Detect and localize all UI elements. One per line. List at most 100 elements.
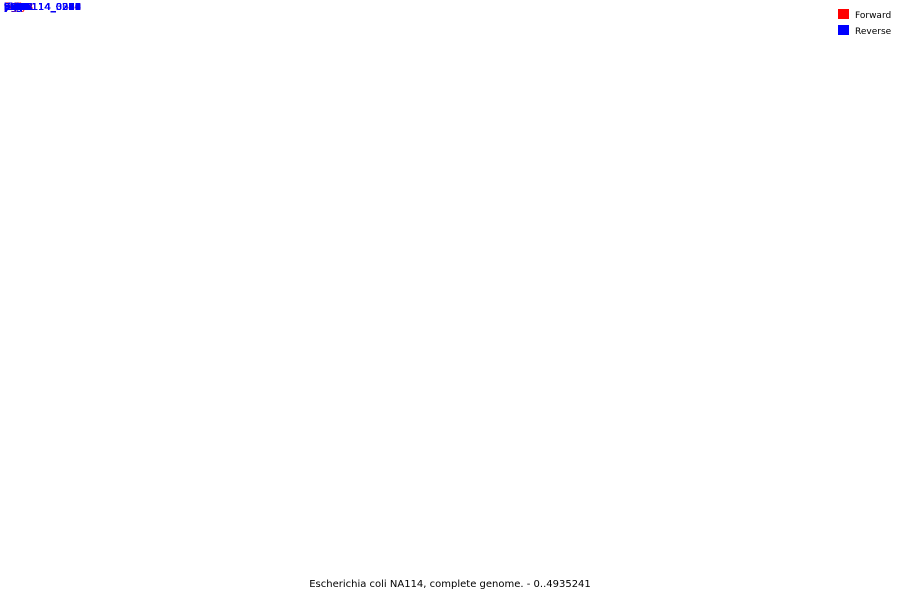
gene-label-ykga: ykgA [4, 2, 29, 13]
gene-label-prpc: prpC [4, 2, 28, 13]
gene-label-prpb: prpB [4, 2, 28, 13]
gene-label-ecna114-0272: ECNA114_0272 [4, 2, 81, 13]
gene-label-ecna114-0313: ECNA114_0313 [4, 2, 81, 13]
gene-label-yaho: yahO [4, 2, 30, 13]
gene-label-mhpb: mhpB [4, 2, 33, 13]
gene-label-proa: proA [4, 2, 27, 13]
gene-label-ykge: ykgE [4, 2, 28, 13]
gene-label-beta: betA [4, 2, 27, 13]
gene-label-ecna114-0265: ECNA114_0265 [4, 2, 81, 13]
gene-label-frsa: frsA [4, 2, 24, 13]
gene-label-ecna114-0240: ECNA114_0240 [4, 2, 81, 13]
gene-label-ecna114-0226: ECNA114_0226 [4, 2, 81, 13]
legend-forward-label: Forward [855, 11, 891, 21]
gene-label-ecna114-0312: ECNA114_0312 [4, 2, 81, 13]
gene-label-yaim1: yaiM1 [4, 2, 34, 13]
gene-label-yahb: yahB [4, 2, 29, 13]
gene-label-ecna114-0227: ECNA114_0227 [4, 2, 81, 13]
gene-label-ecna114-0268: ECNA114_0268 [4, 2, 81, 13]
gene-label-yahn: yahN [4, 2, 30, 13]
gene-label-prpr: prpR [4, 2, 28, 13]
legend-reverse-label: Reverse [855, 27, 892, 37]
gene-label-ecna114-0278: ECNA114_0278 [4, 2, 81, 13]
gene-label-laft: lafT [4, 2, 23, 13]
gene-label-yafp: yafP [4, 2, 26, 13]
gene-label-ecna114-0246: ECNA114_0246 [4, 2, 81, 13]
gene-label-ecna114-0248: ECNA114_0248 [4, 2, 81, 13]
gene-label-ecna114-0241: ECNA114_0241 [4, 2, 81, 13]
gene-label-ecna114-0279: ECNA114_0279 [4, 2, 81, 13]
gene-label-ecna114-0289: ECNA114_0289 [4, 2, 81, 13]
gene-label-ecna114-0273: ECNA114_0273 [4, 2, 81, 13]
legend: Forward Reverse [838, 9, 892, 37]
gene-label-ykgh: ykgH [4, 2, 30, 13]
gene-label-ecna114-0256: ECNA114_0256 [4, 2, 81, 13]
gene-label-ecna114-0275: ECNA114_0275 [4, 2, 81, 13]
gene-label-ykgb: ykgB [4, 2, 29, 13]
gene-label-ecna114-0271: ECNA114_0271 [4, 2, 81, 13]
gene-label-yahd: yahD [4, 2, 30, 13]
gene-label-eaeh: eaeH [4, 2, 30, 13]
gene-label-ecna114-0299: ECNA114_0299 [4, 2, 81, 13]
gene-label-flgi2: flgI2 [4, 2, 26, 13]
gene-label-ecna114-0232: ECNA114_0232 [4, 2, 81, 13]
gene-label-ecna114-0298: ECNA114_0298 [4, 2, 81, 13]
gene-label-flii: fliI [4, 2, 16, 13]
gene-label-ecna114-0242: ECNA114_0242 [4, 2, 81, 13]
legend-forward-swatch [838, 9, 849, 19]
gene-label-ecna114-0260: ECNA114_0260 [4, 2, 81, 13]
gene-label-coda: codA [4, 2, 29, 13]
gene-label-ecna114-0311: ECNA114_0311 [4, 2, 81, 13]
gene-label-yahk: yahK [4, 2, 29, 13]
gene-label-lfgm: lfgM [4, 2, 25, 13]
gene-label-prpe: prpE [4, 2, 27, 13]
gene-label-matb: matB [4, 2, 31, 13]
gene-label-ecna114-0243: ECNA114_0243 [4, 2, 81, 13]
gene-label-flig: fliG [4, 2, 21, 13]
gene-label-mhpr: mhpR [4, 2, 33, 13]
gene-label-yagw: yagW [4, 2, 32, 13]
gene-label-motb: motB [4, 2, 31, 13]
gene-label-ecna114-0267: ECNA114_0267 [4, 2, 81, 13]
gene-label-mata: matA [4, 2, 31, 13]
gene-label-ecna114-300: ECNA114_300 [4, 2, 75, 13]
gene-label-ecna114-0306: ECNA114_0306 [4, 2, 81, 13]
gene-label-phoe: phoE [4, 2, 29, 13]
gene-label-ykgi: ykgI [4, 2, 25, 13]
gene-label-codb: codB [4, 2, 29, 13]
gene-label-ecna114-0255: ECNA114_0255 [4, 2, 81, 13]
legend-reverse-swatch [838, 25, 849, 35]
gene-label-ecna114-0340: ECNA114_0340 [4, 2, 81, 13]
gene-label-ecna114-0282: ECNA114_0282 [4, 2, 81, 13]
gene-label-yagu: yagU [4, 2, 30, 13]
gene-label-ecna114-0244: ECNA114_0244 [4, 2, 81, 13]
gene-label-ecna114-0301: ECNA114_0301 [4, 2, 81, 13]
gene-label-flgh1: flgH1 [4, 2, 31, 13]
gene-label-flgf1: flgF1 [4, 2, 29, 13]
gene-label-prpd: prpD [4, 2, 29, 13]
gene-label-ecna114-0224: ECNA114_0224 [4, 2, 81, 13]
gene-label-ecna114-0269: ECNA114_0269 [4, 2, 81, 13]
gene-label-pepd: pepD [4, 2, 31, 13]
gene-label-ykgf: ykgF [4, 2, 28, 13]
gene-label-laci: lacI [4, 2, 21, 13]
gene-label-flih: fliH [4, 2, 21, 13]
gene-label-ecna114-0266: ECNA114_0266 [4, 2, 81, 13]
gene-label-prob: proB [4, 2, 27, 13]
gene-label-lacy: lacY [4, 2, 25, 13]
gene-label-flgc1: flgC1 [4, 2, 30, 13]
gene-label-ykgd: ykgD [4, 2, 30, 13]
gene-labels: flgC1fliGfliHfliIECNA114_0224ECNA114_023… [4, 2, 81, 13]
gene-label-yahc: yahC [4, 2, 29, 13]
gene-label-mhpr: mhpR [4, 2, 33, 13]
gene-label-ecna114-0230: ECNA114_0230 [4, 2, 81, 13]
gene-label-bett: betT [4, 2, 27, 13]
gene-label-dinp: dinP [4, 2, 26, 13]
gene-label-ecna114-0283: ECNA114_0283 [4, 2, 81, 13]
gene-label-yahe: yahE [4, 2, 29, 13]
gene-label-flid1: fliD1 [4, 2, 27, 13]
genome-caption: Escherichia coli NA114, complete genome.… [309, 579, 591, 590]
gene-label-betb: betB [4, 2, 27, 13]
gene-label-ecna114-0258: ECNA114_0258 [4, 2, 81, 13]
